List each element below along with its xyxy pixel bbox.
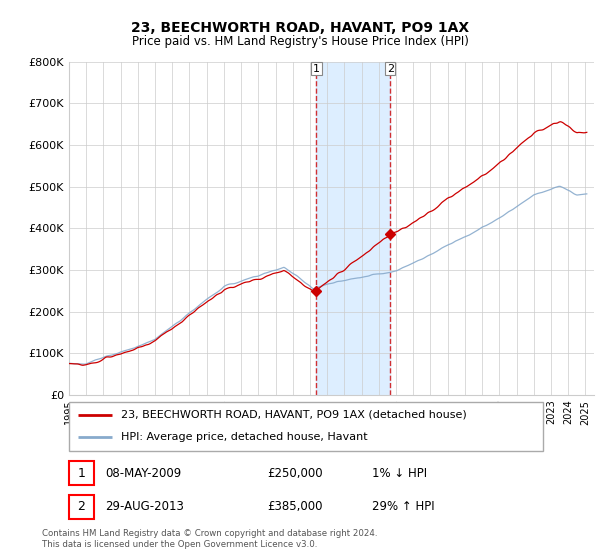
Text: 1: 1 [77,466,85,480]
Text: 29-AUG-2013: 29-AUG-2013 [106,500,184,514]
Bar [316,62,390,395]
Text: 2: 2 [77,500,85,514]
Text: Contains HM Land Registry data © Crown copyright and database right 2024.
This d: Contains HM Land Registry data © Crown c… [42,529,377,549]
Text: 29% ↑ HPI: 29% ↑ HPI [372,500,434,514]
Bar [69,494,94,519]
Text: 2: 2 [386,64,394,74]
Text: 23, BEECHWORTH ROAD, HAVANT, PO9 1AX (detached house): 23, BEECHWORTH ROAD, HAVANT, PO9 1AX (de… [121,410,467,420]
Text: £250,000: £250,000 [268,466,323,480]
Bar [69,461,94,486]
Text: 1: 1 [313,64,320,74]
Text: 08-MAY-2009: 08-MAY-2009 [106,466,182,480]
FancyBboxPatch shape [69,402,543,451]
Text: 23, BEECHWORTH ROAD, HAVANT, PO9 1AX: 23, BEECHWORTH ROAD, HAVANT, PO9 1AX [131,21,469,35]
Text: £385,000: £385,000 [268,500,323,514]
Text: Price paid vs. HM Land Registry's House Price Index (HPI): Price paid vs. HM Land Registry's House … [131,35,469,48]
Text: HPI: Average price, detached house, Havant: HPI: Average price, detached house, Hava… [121,432,368,442]
Text: 1% ↓ HPI: 1% ↓ HPI [372,466,427,480]
